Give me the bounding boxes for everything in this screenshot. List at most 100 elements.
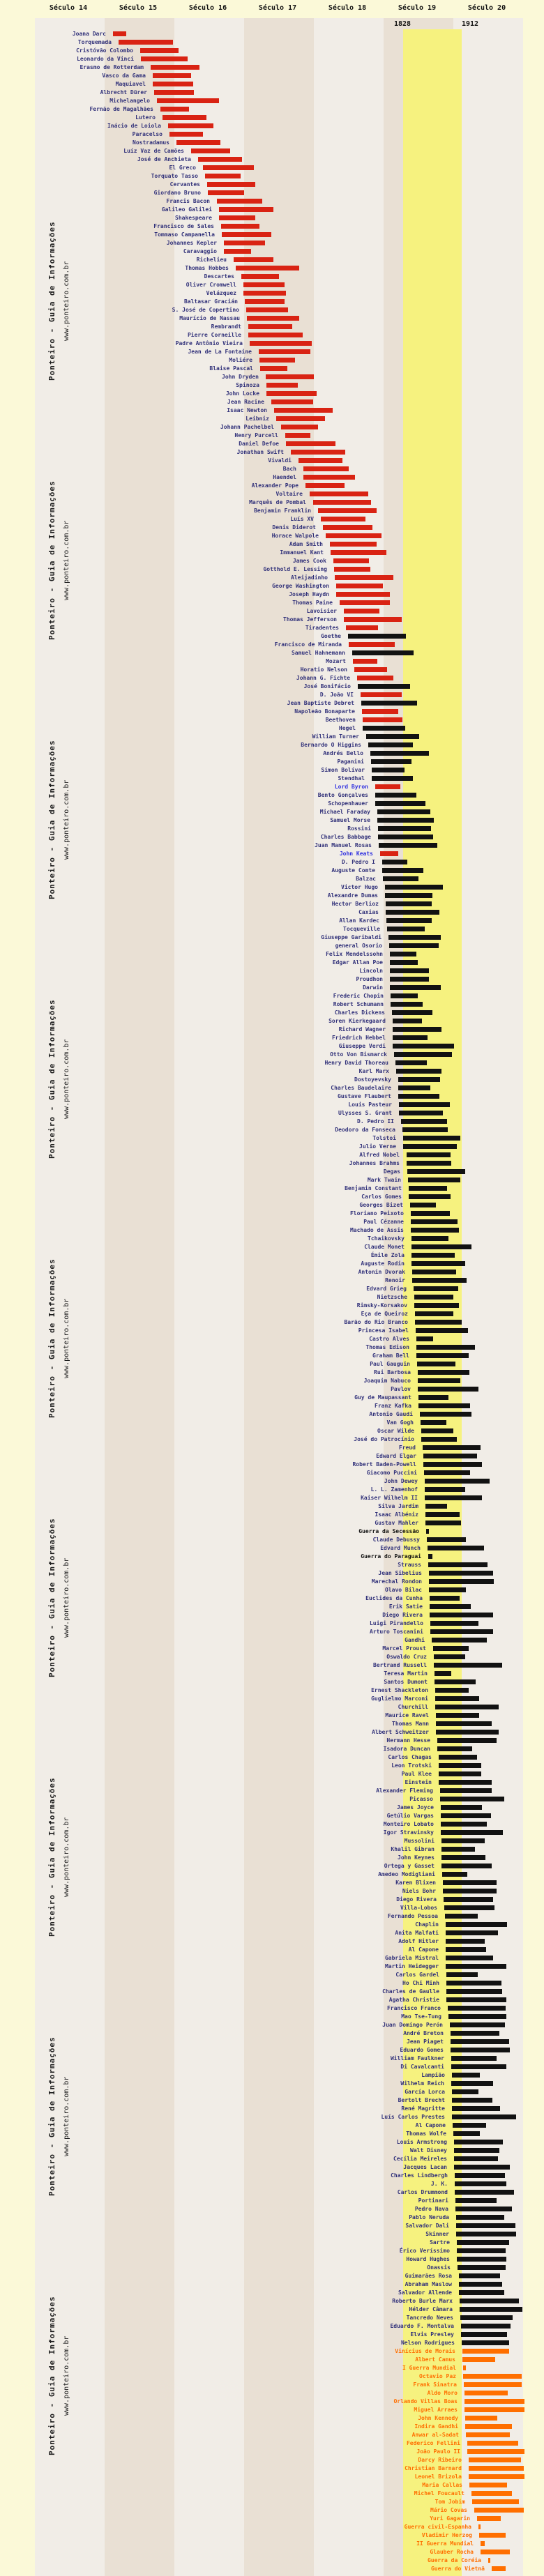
century-label: Século 14 <box>49 4 88 12</box>
lifespan-bar <box>467 2441 518 2446</box>
lifespan-bar <box>479 2533 506 2538</box>
lifespan-bar <box>446 1997 506 2002</box>
person-name: Claude Debussy <box>372 1537 420 1543</box>
lifespan-bar <box>430 1613 493 1617</box>
person-name: Érico Veríssimo <box>399 2248 450 2254</box>
lifespan-bar <box>354 667 387 672</box>
lifespan-bar <box>321 517 365 521</box>
person-name: Gabriela Mistral <box>384 1955 439 1961</box>
person-name: Schopenhauer <box>328 800 368 807</box>
lifespan-bar <box>428 1554 432 1559</box>
person-name: Maria Callas <box>422 2482 462 2488</box>
person-name[interactable]: John Keats <box>339 851 373 857</box>
lifespan-bar <box>461 2324 511 2329</box>
person-name: Monteiro Lobato <box>383 1821 434 1827</box>
lifespan-bar <box>428 1546 484 1550</box>
lifespan-bar <box>247 316 299 321</box>
person-name: D. Pedro II <box>357 1118 394 1125</box>
person-name: Mozart <box>326 658 346 664</box>
lifespan-bar <box>469 2457 521 2462</box>
person-name: Giuseppe Garibaldi <box>321 934 381 940</box>
person-name: Frederic Chopin <box>333 993 384 999</box>
person-name: Gandhi <box>405 1637 425 1643</box>
person-name: Princesa Isabel <box>358 1327 409 1334</box>
century-label: Século 18 <box>328 4 367 12</box>
person-name: Mao Tse-Tung <box>401 2013 441 2020</box>
person-name: Carlos Gardel <box>395 1972 439 1978</box>
person-name: Oscar Wilde <box>377 1428 414 1434</box>
person-name: Rembrandt <box>211 323 241 330</box>
person-name: Isaac Albéniz <box>375 1511 418 1518</box>
lifespan-bar <box>435 1705 499 1709</box>
lifespan-bar <box>191 148 230 153</box>
lifespan-bar <box>248 333 303 337</box>
lifespan-bar <box>399 1102 450 1107</box>
person-name: Soren Kierkegaard <box>328 1018 386 1024</box>
person-name: Albert Camus <box>415 2356 455 2363</box>
lifespan-bar <box>411 1253 455 1258</box>
lifespan-bar <box>380 851 398 856</box>
lifespan-bar <box>222 232 271 237</box>
person-name: Chaplin <box>415 1921 439 1928</box>
lifespan-bar <box>403 1136 460 1141</box>
lifespan-bar <box>344 617 402 622</box>
lifespan-bar <box>460 2315 513 2320</box>
lifespan-bar <box>390 952 416 957</box>
lifespan-bar <box>442 1872 467 1877</box>
person-name: Joana Darc <box>72 31 106 37</box>
person-name: Orlando Villas Boas <box>393 2398 458 2404</box>
person-name: Getúlio Vargas <box>386 1813 434 1819</box>
person-name: Felix Mendelssohn <box>326 951 383 957</box>
person-name: Shakespeare <box>175 215 212 221</box>
person-name: Anwar al-Sadat <box>411 2432 459 2438</box>
person-name: Eça de Queiroz <box>361 1311 408 1317</box>
person-name: Skinner <box>425 2231 449 2237</box>
person-name: Cristóvão Colombo <box>76 47 133 54</box>
person-name: Charles Lindbergh <box>391 2172 448 2179</box>
lifespan-bar <box>444 1905 494 1910</box>
person-name: Auguste Comte <box>331 867 375 874</box>
lifespan-bar <box>465 2416 497 2421</box>
lifespan-bar <box>378 826 431 831</box>
person-name: Vinícius de Morais <box>395 2348 455 2354</box>
lifespan-bar <box>370 751 429 756</box>
lifespan-bar <box>464 2382 522 2387</box>
branding-url: www.ponteiro.com.br <box>63 2335 70 2416</box>
lifespan-bar <box>414 1303 459 1308</box>
person-name: Tchaikovsky <box>368 1235 405 1242</box>
lifespan-bar <box>305 483 345 488</box>
person-name: Ulysses S. Grant <box>338 1110 392 1116</box>
person-name: Robert Schumann <box>333 1001 384 1007</box>
lifespan-bar <box>421 1437 457 1442</box>
lifespan-bar <box>362 709 398 714</box>
lifespan-bar <box>390 977 429 982</box>
person-name: Velázquez <box>206 290 236 296</box>
person-name: Charles de Gaulle <box>382 1988 439 1995</box>
lifespan-bar <box>416 1353 469 1358</box>
lifespan-bar <box>176 140 220 145</box>
person-name: Barão do Rio Branco <box>344 1319 408 1325</box>
lifespan-bar <box>303 466 349 471</box>
lifespan-bar <box>346 625 378 630</box>
person-name: Alexander Pope <box>251 482 299 489</box>
person-name: Louis Armstrong <box>396 2139 447 2145</box>
lifespan-bar <box>390 968 429 973</box>
person-name: Federico Fellini <box>406 2440 460 2446</box>
branding-text: Ponteiro - Guia de Informações <box>47 2036 56 2197</box>
lifespan-bar <box>333 558 369 563</box>
lifespan-bar <box>411 1236 448 1241</box>
person-name: Paul Klee <box>401 1771 432 1777</box>
lifespan-bar <box>260 366 287 371</box>
lifespan-bar <box>154 90 194 95</box>
lifespan-bar <box>439 1780 492 1785</box>
person-name: Galileo Galilei <box>161 206 212 213</box>
person-name: Hermann Hesse <box>386 1737 430 1744</box>
person-name: Eduardo Gomes <box>400 2047 444 2053</box>
person-name[interactable]: Lord Byron <box>334 784 368 790</box>
lifespan-bar <box>457 2240 509 2245</box>
lifespan-bar <box>437 1738 497 1743</box>
person-name: Louis Pasteur <box>348 1102 392 1108</box>
lifespan-bar <box>344 609 379 613</box>
person-name: Marechal Rondon <box>371 1578 422 1585</box>
person-name: Robert Baden-Powell <box>352 1461 416 1468</box>
